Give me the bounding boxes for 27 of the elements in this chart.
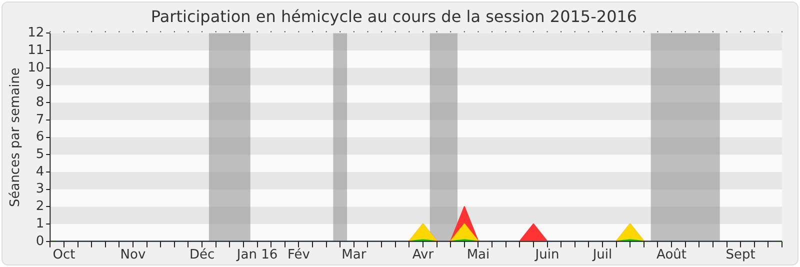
y-tick-label: 11 [28, 42, 44, 58]
y-tick-label: 3 [36, 182, 44, 197]
y-tick-label: 1 [36, 216, 44, 232]
y-tick-label: 0 [36, 234, 44, 249]
y-tick-label: 9 [36, 78, 44, 93]
x-tick-label: Fév [287, 248, 310, 263]
y-tick-label: 5 [36, 147, 44, 162]
x-tick-label: Mar [342, 248, 367, 263]
y-tick-label: 12 [28, 26, 44, 41]
x-tick-label: Juin [534, 248, 560, 263]
y-tick-label: 10 [28, 60, 44, 76]
x-tick-label: Juil [592, 248, 612, 263]
x-tick-label: Mai [466, 248, 490, 263]
y-tick-label: 4 [36, 164, 44, 180]
x-tick-label: Août [656, 248, 687, 263]
chart-title: Participation en hémicycle au cours de la session 2015-2016 [150, 6, 638, 26]
x-tick-label: Sept [726, 248, 756, 263]
x-tick-label: Jan 16 [236, 248, 278, 263]
y-tick-label: 7 [36, 112, 44, 128]
x-tick-label: Déc [189, 248, 215, 263]
y-tick-label: 2 [36, 199, 44, 214]
x-tick-label: Nov [120, 248, 146, 263]
x-tick-label: Oct [52, 248, 76, 263]
y-axis-title: Séances par semaine [8, 68, 24, 208]
y-tick-label: 8 [36, 94, 44, 110]
x-tick-label: Avr [412, 248, 434, 263]
y-tick-label: 6 [36, 130, 44, 145]
